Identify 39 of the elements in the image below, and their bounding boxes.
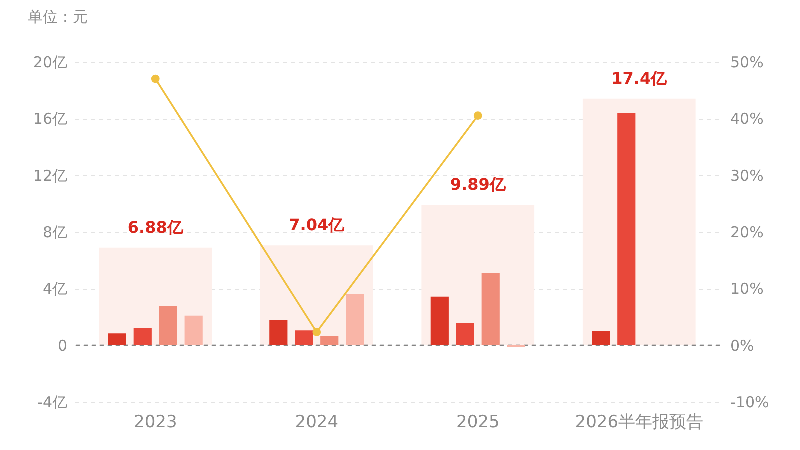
point: [474, 112, 482, 120]
bar: [618, 113, 636, 346]
data-label: 17.4亿: [612, 68, 668, 88]
point: [151, 74, 160, 84]
y-tick-label: 20亿: [33, 54, 68, 72]
data-label: 9.89亿: [450, 175, 507, 194]
y-tick-label: 16亿: [33, 110, 68, 128]
y-tick-label: 12亿: [33, 166, 68, 185]
y-axis-title: 单位：元: [28, 8, 88, 26]
y2-tick-label: -10%: [730, 394, 770, 412]
x-tick-label: 2025: [456, 412, 500, 432]
bar: [184, 316, 203, 346]
y-tick-label: -4亿: [38, 394, 68, 412]
bar: [346, 294, 364, 346]
data-label: 6.88亿: [128, 218, 184, 237]
y2-tick-label: 0%: [730, 336, 754, 355]
bar: [592, 331, 610, 346]
bar: [108, 334, 126, 346]
bar: [456, 323, 474, 346]
bar: [482, 274, 500, 346]
point: [312, 328, 322, 336]
data-label: 7.04亿: [289, 216, 346, 235]
y-tick-label: 4亿: [42, 280, 68, 298]
x-tick-label: 2023: [134, 412, 178, 432]
y2-tick-label: 20%: [730, 224, 764, 242]
x-tick-label: 2024: [295, 412, 339, 432]
bar: [320, 336, 339, 346]
bar: [159, 306, 178, 346]
y2-tick-label: 50%: [730, 54, 764, 72]
x-tick-label: 2026半年报预告: [575, 412, 704, 432]
y2-tick-label: 10%: [730, 280, 764, 298]
bar: [134, 328, 152, 346]
bar: [295, 330, 314, 346]
y2-tick-label: 30%: [730, 166, 764, 185]
bar: [270, 320, 288, 346]
y2-tick-label: 40%: [730, 110, 764, 128]
y-tick-label: 0: [58, 336, 68, 355]
bar: [430, 296, 449, 346]
y-tick-label: 8亿: [42, 224, 68, 242]
